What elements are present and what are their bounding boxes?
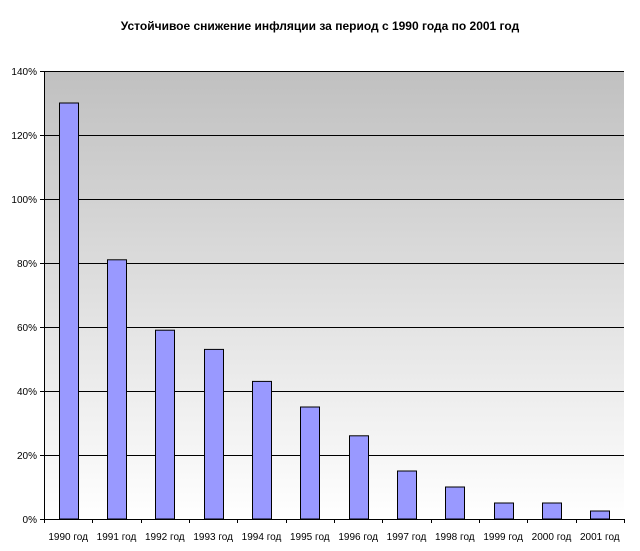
bar-1997-год	[397, 470, 417, 520]
bar-1998-год	[445, 486, 465, 520]
bar-2000-год	[542, 502, 562, 520]
y-tick-label: 100%	[11, 195, 37, 206]
bar-1999-год	[494, 502, 514, 520]
x-tick-label: 1996 год	[338, 532, 378, 543]
x-tick-label: 1991 год	[97, 532, 137, 543]
x-tick-label: 2001 год	[580, 532, 620, 543]
bar-1996-год	[349, 435, 369, 520]
x-tick-label: 1990 год	[48, 532, 88, 543]
chart-title: Устойчивое снижение инфляции за период с…	[120, 19, 520, 33]
plot-area	[44, 71, 624, 519]
bar-1990-год	[59, 102, 79, 520]
bar-1992-год	[155, 329, 175, 520]
y-tick-label: 120%	[11, 131, 37, 142]
y-tick-label: 0%	[23, 515, 38, 526]
bar-1995-год	[300, 406, 320, 520]
bar-2001-год	[590, 510, 610, 520]
x-tick-label: 1995 год	[290, 532, 330, 543]
x-tick-label: 1994 год	[242, 532, 282, 543]
y-tick-label: 20%	[17, 451, 37, 462]
y-tick-label: 60%	[17, 323, 37, 334]
x-tick-label: 1993 год	[193, 532, 233, 543]
y-tick-label: 40%	[17, 387, 37, 398]
y-tick-label: 140%	[11, 67, 37, 78]
bar-1993-год	[204, 348, 224, 520]
x-tick-label: 1999 год	[483, 532, 523, 543]
y-tick-label: 80%	[17, 259, 37, 270]
x-tick-label: 1998 год	[435, 532, 475, 543]
x-tick-label: 2000 год	[532, 532, 572, 543]
x-tick-label: 1992 год	[145, 532, 185, 543]
x-tick-label: 1997 год	[387, 532, 427, 543]
bar-1991-год	[107, 259, 127, 520]
bar-1994-год	[252, 380, 272, 520]
